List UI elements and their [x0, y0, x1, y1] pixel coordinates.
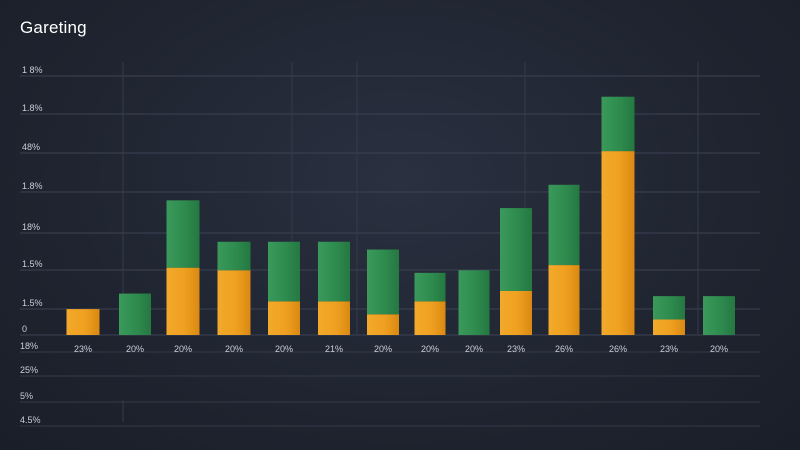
- bar-segment-green: [217, 241, 251, 271]
- x-tick-label: 23%: [507, 344, 525, 354]
- bar-segment-orange: [601, 151, 635, 335]
- bar-segment-green: [653, 296, 685, 320]
- bar-segment-orange: [367, 314, 399, 335]
- x-tick-label: 20%: [465, 344, 483, 354]
- bar-segment-orange: [500, 290, 532, 335]
- bar-segment-green: [500, 208, 532, 291]
- bar-segment-green: [548, 184, 580, 266]
- chart-title: Gareting: [20, 18, 87, 37]
- x-tick-label: 23%: [74, 344, 92, 354]
- y-tick-label: 18%: [22, 222, 40, 232]
- bar-segment-orange: [166, 267, 200, 335]
- bar-segment-orange: [318, 301, 350, 335]
- bar-segment-green: [268, 241, 300, 302]
- bar-segment-orange: [414, 301, 446, 335]
- x-tick-label: 20%: [275, 344, 293, 354]
- y-tick-label: 1.8%: [22, 103, 43, 113]
- lower-tick-label: 4.5%: [20, 415, 41, 425]
- lower-tick-label: 18%: [20, 341, 38, 351]
- x-tick-label: 20%: [126, 344, 144, 354]
- bar-segment-orange: [66, 309, 100, 335]
- bar-segment-orange: [217, 270, 251, 335]
- x-tick-label: 20%: [174, 344, 192, 354]
- bar-segment-green: [703, 296, 735, 335]
- y-tick-label: 1.5%: [22, 259, 43, 269]
- lower-tick-label: 5%: [20, 391, 33, 401]
- x-tick-label: 20%: [374, 344, 392, 354]
- x-tick-label: 26%: [609, 344, 627, 354]
- y-tick-label: 48%: [22, 142, 40, 152]
- y-tick-label: 1 8%: [22, 65, 43, 75]
- x-tick-label: 23%: [660, 344, 678, 354]
- bar-segment-green: [119, 293, 151, 335]
- bar-segment-orange: [268, 301, 300, 335]
- x-tick-label: 20%: [421, 344, 439, 354]
- x-tick-label: 20%: [710, 344, 728, 354]
- bar-segment-green: [414, 272, 446, 302]
- bar-segment-green: [458, 270, 490, 335]
- bar-segment-green: [318, 241, 350, 302]
- bar-segment-orange: [653, 319, 685, 335]
- y-tick-label: 1.8%: [22, 181, 43, 191]
- bar-segment-green: [367, 249, 399, 315]
- bar-segment-orange: [548, 265, 580, 335]
- x-tick-label: 21%: [325, 344, 343, 354]
- y-tick-label: 1.5%: [22, 298, 43, 308]
- lower-tick-label: 25%: [20, 365, 38, 375]
- x-tick-label: 20%: [225, 344, 243, 354]
- bar-segment-green: [166, 200, 200, 268]
- y-tick-label: 0: [22, 324, 27, 334]
- x-tick-label: 26%: [555, 344, 573, 354]
- bar-segment-green: [601, 96, 635, 152]
